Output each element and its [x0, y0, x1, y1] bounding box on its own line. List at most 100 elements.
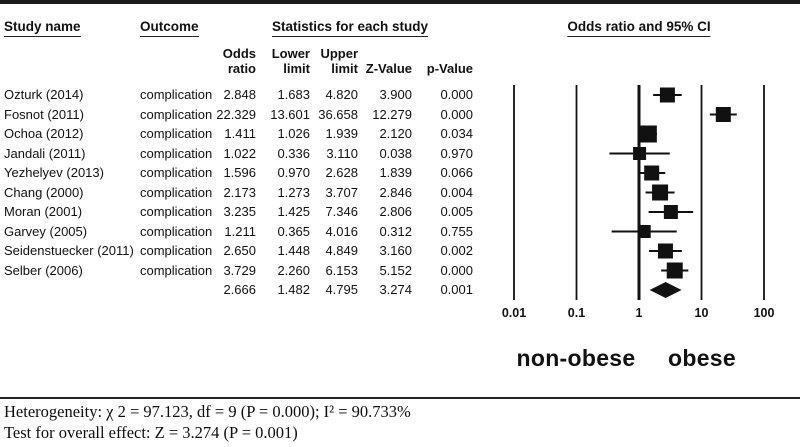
study-name: Ozturk (2014)	[4, 87, 84, 103]
lower-limit-value: 13.601	[270, 106, 310, 122]
outcome: complication	[140, 87, 213, 103]
table-row: Ochoa (2012) complication 1.411 1.026 1.939 2…	[0, 124, 500, 144]
effect-square	[657, 243, 673, 259]
odds-ratio-value: 2.650	[223, 243, 256, 259]
heterogeneity-text: Heterogeneity: χ 2 = 97.123, df = 9 (P =…	[4, 402, 411, 421]
effect-square	[639, 125, 657, 143]
table-row: Garvey (2005) complication 1.211 0.365 4.016…	[0, 222, 500, 242]
upper-limit-value: 4.016	[325, 223, 358, 239]
subheader-line: Lower	[271, 46, 310, 61]
z-value: 2.806	[379, 204, 412, 220]
outcome: complication	[140, 184, 213, 200]
p-value: 0.005	[440, 204, 473, 220]
table-row: Fosnot (2011) complication 22.329 13.601 36.…	[0, 105, 500, 125]
study-name: Selber (2006)	[4, 262, 83, 278]
z-value: 12.279	[372, 106, 412, 122]
table-row: Seidenstuecker (2011) complication 2.650 1.…	[0, 241, 500, 261]
plot-title: Odds ratio and 95% CI	[567, 20, 711, 37]
effect-square	[637, 225, 651, 238]
study-name: Ochoa (2012)	[4, 126, 84, 142]
column-header-study-name: Study name	[4, 20, 81, 37]
upper-limit-value: 6.153	[325, 262, 358, 278]
table-row: Yezhelyev (2013) complication 1.596 0.970 2.…	[0, 163, 500, 183]
axis-tick-label: 100	[754, 306, 775, 320]
outcome: complication	[140, 126, 213, 142]
upper-limit-value: 3.110	[326, 145, 358, 161]
outcome: complication	[140, 145, 213, 161]
subheader-line: Upper	[320, 46, 358, 61]
subheader-line: limit	[331, 60, 358, 76]
outcome: complication	[140, 223, 213, 239]
subheader-z-value: Z-Value	[352, 46, 412, 76]
p-value: 0.000	[440, 262, 473, 278]
z-value: 2.846	[379, 184, 412, 200]
overall-row: 2.666 1.482 4.795 3.274 0.001	[0, 280, 500, 300]
effect-square	[663, 205, 678, 219]
effect-square	[715, 107, 731, 122]
upper-limit-value: 4.795	[325, 282, 358, 298]
subheader-line: Z-Value	[365, 60, 412, 76]
lower-limit-value: 1.482	[277, 282, 310, 298]
lower-limit-value: 1.448	[277, 243, 310, 259]
odds-ratio-value: 2.848	[223, 87, 256, 103]
odds-ratio-value: 1.022	[223, 145, 256, 161]
lower-limit-value: 1.425	[277, 204, 310, 220]
odds-ratio-value: 2.173	[223, 184, 256, 200]
overall-effect-text: Test for overall effect: Z = 3.274 (P = …	[4, 423, 298, 442]
z-value: 1.839	[379, 165, 412, 181]
lower-limit-value: 0.365	[277, 223, 310, 239]
group-label-non-obese: non-obese	[516, 345, 636, 371]
upper-limit-value: 2.628	[325, 165, 358, 181]
study-name: Chang (2000)	[4, 184, 84, 200]
axis-tick-label: 0.01	[502, 306, 526, 320]
subheader-line: ratio	[227, 60, 256, 76]
p-value: 0.002	[440, 243, 473, 259]
outcome: complication	[140, 204, 213, 220]
axis-tick-label: 0.1	[568, 306, 585, 320]
overall-diamond	[649, 282, 682, 298]
p-value: 0.066	[440, 165, 473, 181]
odds-ratio-value: 1.211	[224, 223, 256, 239]
axis-tick-label: 10	[695, 306, 709, 320]
group-label-obese: obese	[668, 345, 736, 371]
study-name: Jandali (2011)	[4, 145, 86, 161]
odds-ratio-value: 22.329	[216, 106, 256, 122]
bottom-rule	[0, 397, 800, 399]
study-name: Fosnot (2011)	[4, 106, 84, 122]
upper-limit-value: 3.707	[325, 184, 358, 200]
column-header-outcome: Outcome	[140, 20, 199, 37]
outcome: complication	[140, 106, 213, 122]
effect-square	[652, 184, 669, 201]
top-rule	[0, 0, 800, 4]
effect-square	[633, 147, 647, 160]
table-row: Selber (2006) complication 3.729 2.260 6.153…	[0, 261, 500, 281]
lower-limit-value: 1.683	[277, 87, 310, 103]
p-value: 0.034	[440, 126, 473, 142]
outcome: complication	[140, 262, 213, 278]
odds-ratio-value: 3.235	[223, 204, 256, 220]
odds-ratio-value: 1.596	[223, 165, 256, 181]
study-name: Yezhelyev (2013)	[4, 165, 104, 181]
study-name: Seidenstuecker (2011)	[4, 243, 134, 259]
effect-square	[659, 87, 675, 103]
table-row: Chang (2000) complication 2.173 1.273 3.707 2…	[0, 183, 500, 203]
lower-limit-value: 2.260	[277, 262, 310, 278]
p-value: 0.000	[440, 106, 473, 122]
lower-limit-value: 1.273	[277, 184, 310, 200]
table-row: Ozturk (2014) complication 2.848 1.683 4.820…	[0, 85, 500, 105]
subheader-line: p-Value	[426, 60, 473, 76]
p-value: 0.004	[440, 184, 473, 200]
odds-ratio-value: 2.666	[223, 282, 256, 298]
upper-limit-value: 7.346	[325, 204, 358, 220]
z-value: 5.152	[379, 262, 412, 278]
z-value: 3.274	[379, 282, 412, 298]
z-value: 2.120	[379, 126, 412, 142]
lower-limit-value: 1.026	[277, 126, 310, 142]
subheader-lower-limit: Lower limit	[258, 46, 310, 76]
subheader-line: Odds	[222, 46, 256, 61]
upper-limit-value: 36.658	[318, 106, 358, 122]
subheader-odds-ratio: Odds ratio	[186, 46, 256, 76]
lower-limit-value: 0.336	[277, 145, 310, 161]
study-name: Moran (2001)	[4, 204, 83, 220]
